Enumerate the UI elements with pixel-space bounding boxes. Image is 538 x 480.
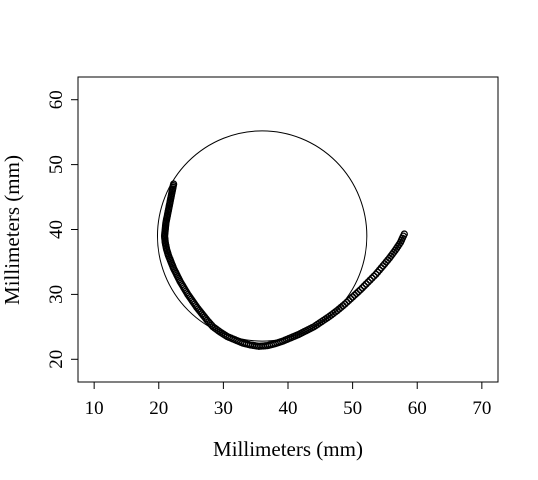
x-tick-label: 10 xyxy=(85,398,104,419)
x-axis: 10 20 30 40 50 60 70 xyxy=(85,382,492,419)
y-tick-label: 40 xyxy=(46,220,67,239)
y-axis: 20 30 40 50 60 xyxy=(46,90,78,369)
y-tick-label: 20 xyxy=(46,350,67,369)
x-tick-label: 50 xyxy=(343,398,362,419)
x-tick-label: 60 xyxy=(408,398,427,419)
x-tick-label: 30 xyxy=(214,398,233,419)
y-axis-title: Millimeters (mm) xyxy=(0,155,24,305)
y-tick-label: 50 xyxy=(46,155,67,174)
x-tick-label: 40 xyxy=(279,398,298,419)
x-axis-title: Millimeters (mm) xyxy=(213,437,363,461)
x-tick-label: 70 xyxy=(472,398,491,419)
y-tick-label: 60 xyxy=(46,90,67,109)
path-points xyxy=(162,181,408,349)
x-tick-label: 20 xyxy=(149,398,168,419)
y-tick-label: 30 xyxy=(46,285,67,304)
